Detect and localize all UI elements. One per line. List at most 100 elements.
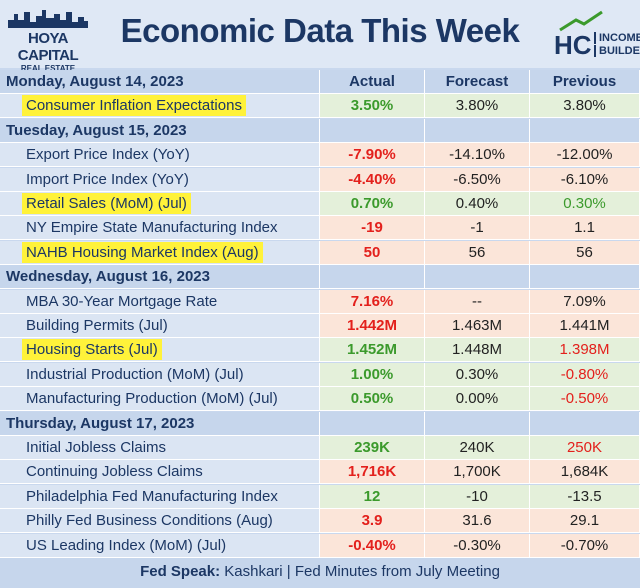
indicator-name: Manufacturing Production (MoM) (Jul) (0, 387, 320, 412)
indicator-name: NY Empire State Manufacturing Index (Aug… (0, 216, 320, 260)
previous-value: 250K (530, 436, 640, 460)
indicator-name: Building Permits (Jul) (0, 314, 320, 338)
actual-value: -4.40% (320, 167, 425, 192)
indicator-name: US Leading Index (MoM) (Jul) (0, 533, 320, 558)
indicator-label: Import Price Index (YoY) (26, 170, 189, 188)
indicator-label: Export Price Index (YoY) (26, 146, 190, 164)
indicator-label: MBA 30-Year Mortgage Rate (26, 292, 218, 310)
logo-subtitle: REAL ESTATE (20, 64, 76, 73)
actual-value: 0.70% (320, 192, 425, 216)
indicator-name: MBA 30-Year Mortgage Rate (0, 289, 320, 314)
header-cell (320, 118, 425, 143)
logo-left: HOYA CAPITAL REAL ESTATE (6, 8, 90, 73)
forecast-value: 31.6 (425, 509, 530, 534)
actual-value: 1.452M (320, 338, 425, 363)
actual-value: 7.16% (320, 289, 425, 314)
indicator-label: Retail Sales (MoM) (Jul) (22, 193, 191, 214)
previous-value: -0.80% (530, 362, 640, 387)
forecast-value: 240K (425, 436, 530, 460)
forecast-value: -0.30% (425, 533, 530, 558)
forecast-value: 1,700K (425, 460, 530, 485)
forecast-value: 56 (425, 240, 530, 265)
indicator-name: Retail Sales (MoM) (Jul) (0, 192, 320, 216)
indicator-name: Industrial Production (MoM) (Jul) (0, 362, 320, 387)
column-header: Previous (530, 70, 640, 94)
footer-text: Kashkari | Fed Minutes from July Meeting (224, 563, 500, 580)
actual-value: 50 (320, 240, 425, 265)
indicator-label: Philly Fed Business Conditions (Aug) (26, 512, 273, 530)
previous-value: 1.1 (530, 216, 640, 241)
actual-value: 1.442M (320, 314, 425, 338)
logo-line: INCOME (594, 32, 640, 44)
actual-value: -0.40% (320, 533, 425, 558)
growth-icon (559, 10, 603, 32)
forecast-value: 3.80% (425, 94, 530, 119)
forecast-value: 0.30% (425, 362, 530, 387)
indicator-label: Building Permits (Jul) (26, 317, 168, 334)
header-cell (425, 118, 530, 143)
previous-value: 7.09% (530, 289, 640, 314)
day-header: Thursday, August 17, 2023 (0, 411, 320, 436)
header-cell (320, 265, 425, 290)
header-cell (530, 265, 640, 290)
day-header: Wednesday, August 16, 2023 (0, 265, 320, 290)
forecast-value: 0.40% (425, 192, 530, 216)
indicator-label: Consumer Inflation Expectations (22, 95, 246, 117)
indicator-name: Philly Fed Business Conditions (Aug) (0, 509, 320, 534)
indicator-name: Philadelphia Fed Manufacturing Index (Au… (0, 484, 320, 529)
indicator-label: Manufacturing Production (MoM) (Jul) (26, 390, 278, 408)
indicator-name: NAHB Housing Market Index (Aug) (0, 240, 320, 265)
previous-value: 1.398M (530, 338, 640, 363)
previous-value: 56 (530, 240, 640, 265)
previous-value: -6.10% (530, 167, 640, 192)
actual-value: 1,716K (320, 460, 425, 485)
forecast-value: 0.00% (425, 387, 530, 412)
forecast-value: -14.10% (425, 143, 530, 168)
indicator-name: Import Price Index (YoY) (0, 167, 320, 192)
previous-value: -13.5 (530, 484, 640, 509)
forecast-value: -6.50% (425, 167, 530, 192)
actual-value: 3.50% (320, 94, 425, 119)
previous-value: 1.441M (530, 314, 640, 338)
indicator-name: Housing Starts (Jul) (0, 338, 320, 363)
logo-right: HC INCOME BUILDER (554, 10, 640, 62)
header-cell (530, 411, 640, 436)
indicator-label: Initial Jobless Claims (26, 439, 167, 456)
previous-value: 29.1 (530, 509, 640, 534)
indicator-name: Export Price Index (YoY) (0, 143, 320, 168)
indicator-name: Continuing Jobless Claims (0, 460, 320, 485)
footer-label: Fed Speak: (140, 563, 221, 580)
indicator-label: Housing Starts (Jul) (22, 339, 162, 361)
actual-value: 239K (320, 436, 425, 460)
previous-value: -0.70% (530, 533, 640, 558)
indicator-label: Industrial Production (MoM) (Jul) (26, 365, 244, 383)
indicator-name: Consumer Inflation Expectations (0, 94, 320, 119)
actual-value: -7.90% (320, 143, 425, 168)
header: HOYA CAPITAL REAL ESTATE Economic Data T… (0, 0, 640, 73)
indicator-label: NAHB Housing Market Index (Aug) (22, 241, 263, 263)
indicator-label: Continuing Jobless Claims (26, 463, 203, 481)
previous-value: -12.00% (530, 143, 640, 168)
actual-value: 3.9 (320, 509, 425, 534)
forecast-value: -10 (425, 484, 530, 509)
header-cell (425, 265, 530, 290)
column-header: Forecast (425, 70, 530, 94)
actual-value: 12 (320, 484, 425, 509)
header-cell (320, 411, 425, 436)
header-cell (425, 411, 530, 436)
previous-value: -0.50% (530, 387, 640, 412)
footer: Fed Speak: Kashkari | Fed Minutes from J… (0, 558, 640, 588)
day-header: Monday, August 14, 2023 (0, 70, 320, 94)
logo-title: HOYA CAPITAL (17, 30, 79, 64)
forecast-value: -1 (425, 216, 530, 241)
previous-value: 1,684K (530, 460, 640, 485)
page-title: Economic Data This Week (120, 12, 520, 49)
indicator-label: US Leading Index (MoM) (Jul) (26, 536, 227, 554)
forecast-value: -- (425, 289, 530, 314)
forecast-value: 1.463M (425, 314, 530, 338)
previous-value: 0.30% (530, 192, 640, 216)
header-cell (530, 118, 640, 143)
forecast-value: 1.448M (425, 338, 530, 363)
previous-value: 3.80% (530, 94, 640, 119)
